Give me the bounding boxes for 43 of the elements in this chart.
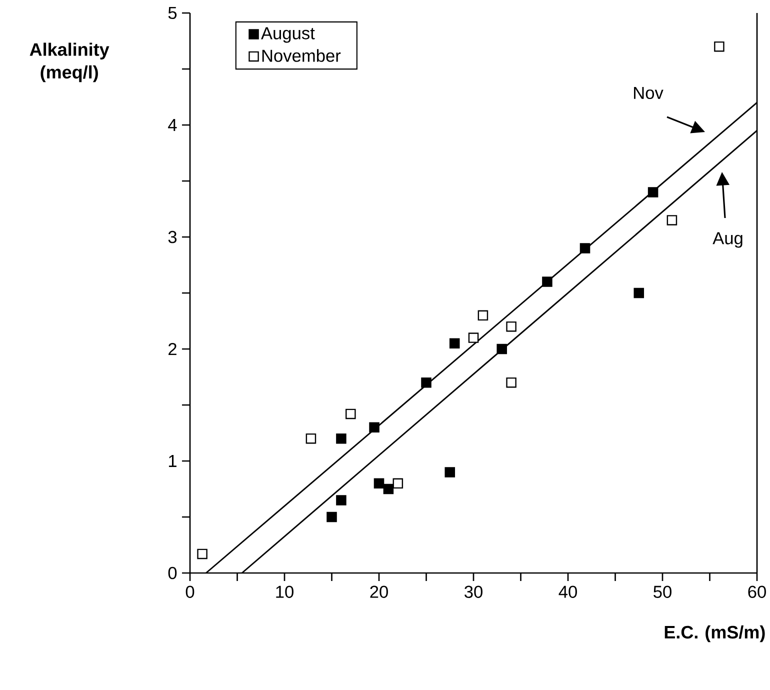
- point: [496, 344, 507, 354]
- y-tick-label: 2: [168, 342, 176, 356]
- y-tick-label: 1: [168, 455, 176, 467]
- y-tick-label: 4: [168, 119, 177, 131]
- point: [478, 310, 488, 321]
- y-axis-title: Alkalinity (meq/l): [30, 42, 110, 82]
- annotation: Nov: [634, 86, 664, 100]
- x-tick-label: 10: [276, 586, 294, 598]
- point: [542, 276, 552, 287]
- point: [506, 377, 516, 388]
- point: [714, 41, 724, 52]
- point: [369, 422, 380, 433]
- point: [336, 495, 346, 506]
- x-tick-label: 0: [186, 586, 194, 598]
- point: [580, 243, 590, 254]
- point: [374, 478, 384, 489]
- point: [383, 484, 394, 494]
- x-tick-label: 20: [370, 586, 388, 598]
- point: [648, 187, 658, 198]
- annotation: Aug: [712, 232, 742, 248]
- legend-label: November: [262, 49, 341, 62]
- x-tick-label: 60: [748, 586, 766, 598]
- y-tick-label: 3: [168, 230, 177, 244]
- point: [336, 433, 346, 444]
- point: [449, 338, 460, 349]
- point: [444, 467, 456, 478]
- x-axis-title: E.C. (mS/m): [664, 625, 765, 642]
- point: [346, 408, 356, 420]
- point: [666, 215, 678, 226]
- point: [197, 548, 208, 560]
- point: [506, 321, 516, 332]
- point: [306, 433, 316, 444]
- point: [634, 288, 644, 298]
- x-tick-label: 50: [654, 586, 672, 598]
- y-tick-label: 0: [168, 566, 177, 580]
- point: [421, 377, 432, 388]
- point: [468, 332, 479, 343]
- legend-label: August: [261, 27, 315, 43]
- point: [326, 512, 337, 522]
- y-tick-label: 5: [168, 6, 177, 20]
- x-tick-label: 30: [464, 586, 482, 598]
- point: [392, 478, 404, 489]
- x-tick-label: 40: [558, 586, 577, 598]
